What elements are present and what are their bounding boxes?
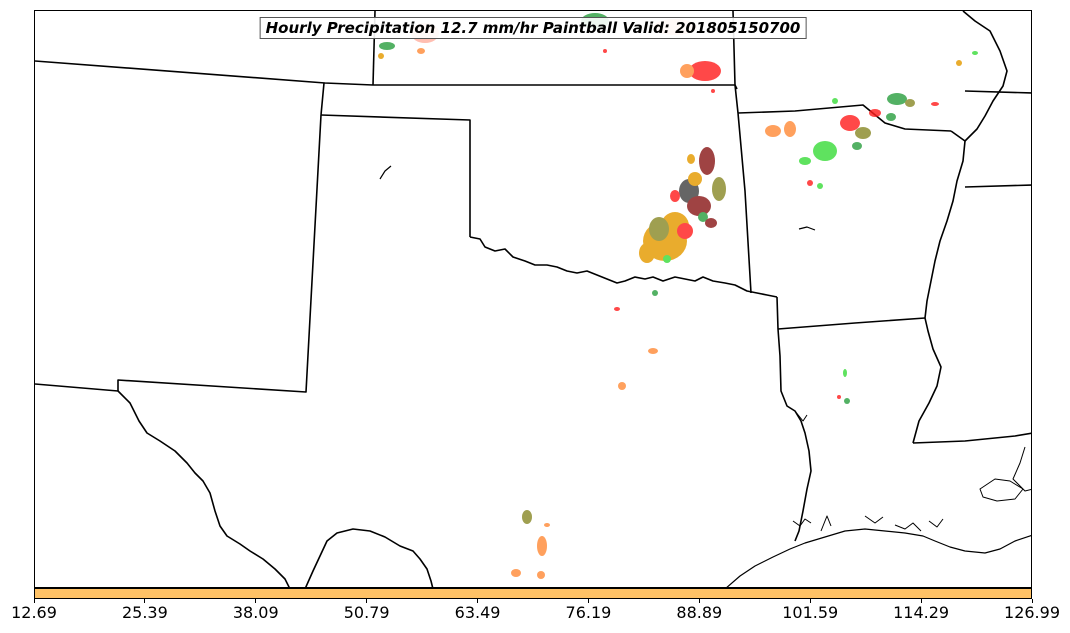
precip-blob [869,109,881,117]
border-tx-mx-2 [305,528,434,587]
precip-blob [698,212,708,222]
precip-blobs [378,13,978,579]
precip-blob [378,53,384,59]
map-title: Hourly Precipitation 12.7 mm/hr Paintbal… [259,17,807,39]
precip-blob [765,125,781,137]
colorbar-tick-mark [587,599,589,603]
border-co-ks-west [320,82,325,116]
precip-blob [817,183,823,189]
precip-blob [537,571,545,579]
border-nebraska-kansas [35,60,738,90]
river-upper [962,11,1008,142]
precip-blob [956,60,962,66]
border-ar-la [777,317,926,330]
colorbar-tick-mark [255,599,257,603]
border-tx-nm [117,114,322,393]
border-tx-la [776,296,812,542]
precip-blob [813,141,837,161]
coast-detail [792,410,944,532]
precip-blob [688,172,702,186]
map-panel: Hourly Precipitation 12.7 mm/hr Paintbal… [34,10,1032,588]
colorbar-tick-mark [366,599,368,603]
colorbar-tick-label: 38.09 [232,603,279,622]
colorbar-tick-mark [1031,599,1033,603]
border-ok-tx [469,236,778,298]
lake-ok [798,226,816,231]
precip-blob [711,89,715,93]
precip-blob [886,113,896,121]
precip-blob [648,348,658,354]
border-nm-co [320,114,471,237]
precip-blob [603,49,607,53]
precip-blob [855,127,871,139]
colorbar-tick-mark [144,599,146,603]
precip-blob [887,93,907,105]
precip-blob [689,61,721,81]
colorbar-tick-label: 63.49 [454,603,501,622]
colorbar-tick-label: 25.39 [121,603,168,622]
colorbar-ticks: 12.69 25.39 38.09 50.79 63.49 76.19 88.89 101.5… [0,599,1070,629]
border-tn-ms [964,184,1031,188]
precip-blob [522,510,532,524]
colorbar-tick-label: 12.69 [11,603,57,622]
precip-blob [807,180,813,186]
precip-blob [417,48,425,54]
colorbar-tick-label: 101.59 [782,603,839,622]
precip-blob [663,255,671,263]
colorbar [34,588,1032,599]
precip-blob [799,157,811,165]
precip-blob [614,307,620,311]
precip-blob [843,369,847,377]
colorbar-tick-mark [698,599,700,603]
coast-inlet [979,478,1024,502]
border-ok-ar [737,112,752,294]
precip-blob [832,98,838,104]
coast-delta [1012,446,1031,492]
border-tx-mx [117,390,290,587]
colorbar-tick-label: 114.29 [893,603,950,622]
colorbar-tick-mark [477,599,479,603]
precip-blob [677,223,693,239]
precip-blob [712,177,726,201]
border-la-ms [912,432,1031,444]
colorbar-tick-mark [809,599,811,603]
precip-blob [687,196,711,216]
precip-blob [905,99,915,107]
colorbar-tick-label: 126.99 [1004,603,1060,622]
precip-blob [972,51,978,55]
precip-blob [680,64,694,78]
precip-blob [511,569,521,577]
precip-blob [837,395,841,399]
precip-blob [784,121,796,137]
precip-blob [852,142,862,150]
border-co-nm [35,383,119,392]
precip-blob [840,115,860,131]
precip-blob [687,154,695,164]
colorbar-tick-mark [920,599,922,603]
precip-blob [649,217,669,241]
gulf-coast [726,528,1031,587]
precip-blob [670,190,680,202]
precip-blob [639,243,655,263]
map-canvas [35,11,1031,587]
precip-blob [544,523,550,527]
colorbar-tick-label: 76.19 [565,603,612,622]
colorbar-tick-label: 50.79 [343,603,390,622]
precip-blob [844,398,850,404]
precip-blob [705,218,717,228]
mississippi-river [912,130,966,444]
precip-blob [652,290,658,296]
colorbar-tick-label: 88.89 [676,603,723,622]
colorbar-tick-mark [33,599,35,603]
precip-blob [699,147,715,175]
lake-nm [379,165,392,180]
precip-blob [379,42,395,50]
precip-blob [618,382,626,390]
precip-blob [537,536,547,556]
precip-blob [931,102,939,106]
